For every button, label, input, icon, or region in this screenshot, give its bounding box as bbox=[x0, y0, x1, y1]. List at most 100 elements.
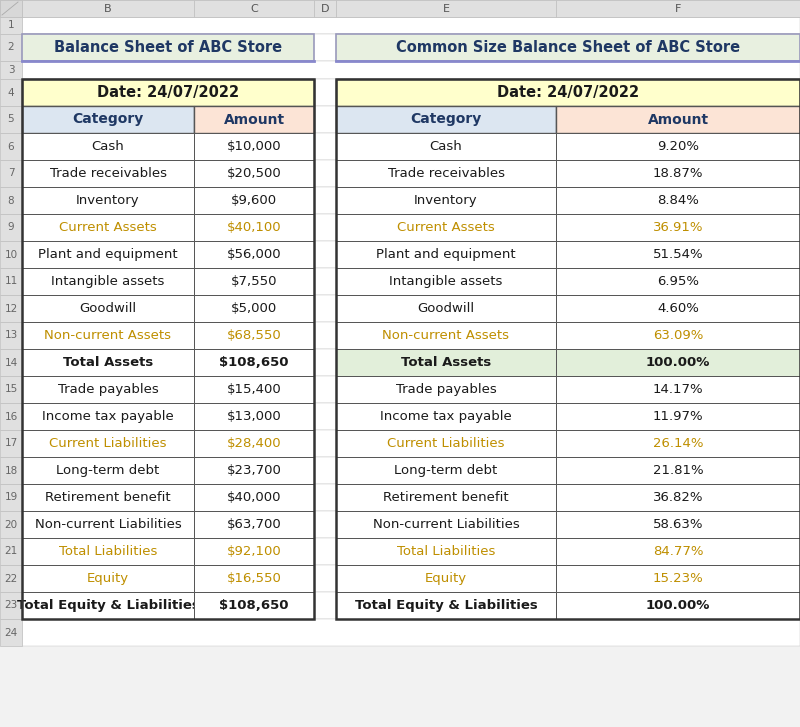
Bar bbox=[22, 133, 194, 160]
Bar bbox=[22, 484, 194, 511]
Bar bbox=[194, 349, 314, 376]
Text: D: D bbox=[321, 4, 330, 14]
Text: Non-current Liabilities: Non-current Liabilities bbox=[373, 518, 519, 531]
Text: F: F bbox=[675, 4, 681, 14]
Bar bbox=[22, 295, 194, 322]
Bar bbox=[22, 106, 800, 133]
Text: 11: 11 bbox=[4, 276, 18, 286]
Text: Total Equity & Liabilities: Total Equity & Liabilities bbox=[17, 599, 199, 612]
Bar bbox=[336, 79, 800, 106]
Text: $108,650: $108,650 bbox=[219, 356, 289, 369]
Text: 63.09%: 63.09% bbox=[653, 329, 703, 342]
Bar bbox=[336, 106, 556, 133]
Bar bbox=[0, 403, 22, 430]
Text: Income tax payable: Income tax payable bbox=[42, 410, 174, 423]
Bar bbox=[556, 484, 800, 511]
Bar bbox=[556, 592, 800, 619]
Text: Cash: Cash bbox=[430, 140, 462, 153]
Text: Total Equity & Liabilities: Total Equity & Liabilities bbox=[354, 599, 538, 612]
Bar bbox=[0, 106, 22, 133]
Text: Current Liabilities: Current Liabilities bbox=[387, 437, 505, 450]
Text: $5,000: $5,000 bbox=[231, 302, 277, 315]
Text: 8: 8 bbox=[8, 196, 14, 206]
Text: Plant and equipment: Plant and equipment bbox=[376, 248, 516, 261]
Bar bbox=[336, 565, 556, 592]
Bar bbox=[556, 106, 800, 133]
Bar bbox=[194, 160, 314, 187]
Text: 24: 24 bbox=[4, 627, 18, 638]
Bar bbox=[556, 322, 800, 349]
Bar bbox=[0, 34, 22, 61]
Bar bbox=[194, 268, 314, 295]
Text: Equity: Equity bbox=[425, 572, 467, 585]
Bar bbox=[22, 17, 800, 34]
Text: 18: 18 bbox=[4, 465, 18, 475]
Bar bbox=[0, 349, 22, 376]
Text: 8.84%: 8.84% bbox=[657, 194, 699, 207]
Text: 58.63%: 58.63% bbox=[653, 518, 703, 531]
Bar bbox=[556, 0, 800, 17]
Bar bbox=[22, 241, 194, 268]
Bar bbox=[22, 349, 194, 376]
Text: $92,100: $92,100 bbox=[226, 545, 282, 558]
Text: Long-term debt: Long-term debt bbox=[56, 464, 160, 477]
Text: Total Assets: Total Assets bbox=[63, 356, 153, 369]
Bar bbox=[336, 511, 556, 538]
Text: A: A bbox=[7, 4, 15, 14]
Bar bbox=[22, 565, 800, 592]
Text: 21: 21 bbox=[4, 547, 18, 556]
Bar bbox=[22, 106, 194, 133]
Bar bbox=[22, 187, 194, 214]
Bar bbox=[22, 241, 800, 268]
Bar bbox=[22, 160, 800, 187]
Bar bbox=[22, 592, 194, 619]
Bar bbox=[22, 511, 800, 538]
Text: Cash: Cash bbox=[92, 140, 124, 153]
Bar bbox=[0, 61, 22, 79]
Text: 21.81%: 21.81% bbox=[653, 464, 703, 477]
Bar bbox=[0, 430, 22, 457]
Text: Retirement benefit: Retirement benefit bbox=[45, 491, 171, 504]
Text: Amount: Amount bbox=[647, 113, 709, 126]
Bar bbox=[336, 241, 556, 268]
Bar bbox=[336, 322, 556, 349]
Text: 15.23%: 15.23% bbox=[653, 572, 703, 585]
Bar bbox=[336, 403, 556, 430]
Text: 51.54%: 51.54% bbox=[653, 248, 703, 261]
Bar bbox=[556, 214, 800, 241]
Bar bbox=[336, 295, 556, 322]
Bar bbox=[22, 538, 800, 565]
Bar bbox=[0, 0, 22, 17]
Bar bbox=[336, 457, 556, 484]
Bar bbox=[0, 484, 22, 511]
Text: $40,100: $40,100 bbox=[226, 221, 282, 234]
Bar bbox=[0, 187, 22, 214]
Bar bbox=[556, 430, 800, 457]
Bar bbox=[336, 538, 556, 565]
Text: Current Assets: Current Assets bbox=[397, 221, 495, 234]
Bar bbox=[194, 430, 314, 457]
Bar bbox=[0, 268, 22, 295]
Text: 84.77%: 84.77% bbox=[653, 545, 703, 558]
Text: $63,700: $63,700 bbox=[226, 518, 282, 531]
Text: Common Size Balance Sheet of ABC Store: Common Size Balance Sheet of ABC Store bbox=[396, 40, 740, 55]
Text: $9,600: $9,600 bbox=[231, 194, 277, 207]
Text: 11.97%: 11.97% bbox=[653, 410, 703, 423]
Text: 7: 7 bbox=[8, 169, 14, 179]
Bar bbox=[0, 376, 22, 403]
Bar bbox=[22, 511, 194, 538]
Text: 14.17%: 14.17% bbox=[653, 383, 703, 396]
Text: 17: 17 bbox=[4, 438, 18, 449]
Text: 20: 20 bbox=[5, 520, 18, 529]
Bar bbox=[22, 376, 800, 403]
Bar bbox=[0, 511, 22, 538]
Bar bbox=[22, 61, 800, 79]
Text: $28,400: $28,400 bbox=[226, 437, 282, 450]
Text: Date: 24/07/2022: Date: 24/07/2022 bbox=[97, 85, 239, 100]
Bar bbox=[22, 214, 800, 241]
Text: B: B bbox=[104, 4, 112, 14]
Bar bbox=[336, 187, 556, 214]
Bar bbox=[336, 34, 800, 61]
Bar bbox=[22, 403, 194, 430]
Bar bbox=[22, 268, 800, 295]
